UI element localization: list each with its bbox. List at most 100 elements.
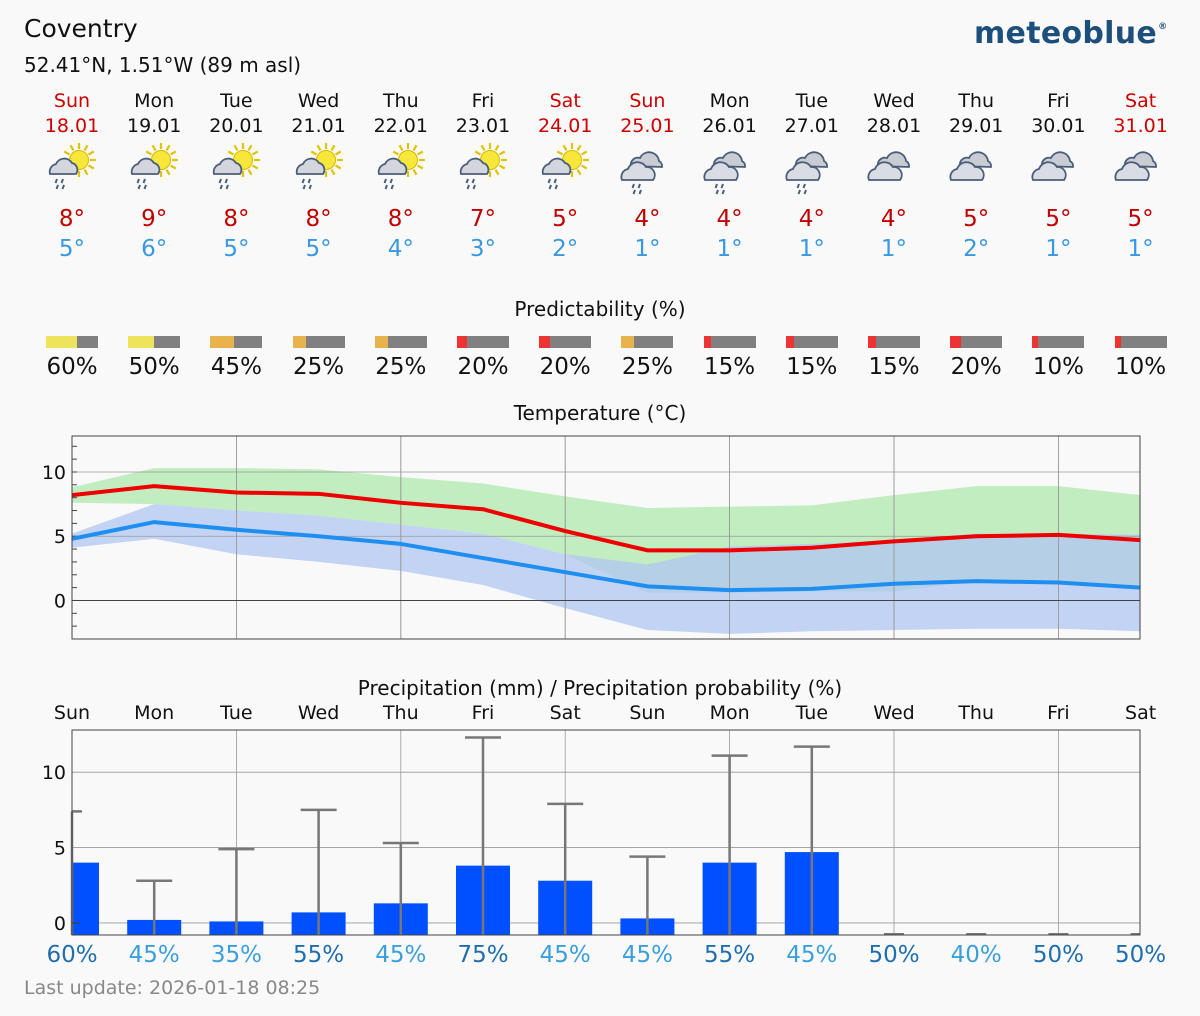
predictability-bar [128, 336, 181, 348]
predictability-title: Predictability (%) [514, 297, 686, 321]
y-tick-label: 5 [54, 526, 66, 548]
precipitation-probability: 55% [704, 942, 756, 968]
predictability-bar [1032, 336, 1085, 348]
sun-cloud-rain-icon [130, 143, 179, 190]
min-temperature: 5° [223, 236, 250, 262]
precipitation-probability: 50% [868, 942, 920, 968]
max-temperature: 5° [963, 206, 990, 232]
cloud-rain-icon [620, 151, 664, 195]
min-temperature: 1° [1127, 236, 1154, 262]
predictability-bar [210, 336, 263, 348]
precipitation-day-label: Thu [382, 702, 419, 724]
sun-cloud-rain-icon [295, 143, 343, 190]
max-temperature: 5° [1045, 206, 1072, 232]
max-temperature: 8° [387, 206, 414, 232]
max-temperature: 4° [880, 206, 908, 232]
day-date: 23.01 [455, 115, 511, 137]
min-temperature: 3° [469, 236, 497, 262]
day-date: 21.01 [291, 115, 346, 137]
temperature-chart: 0 5 10 [42, 435, 1141, 640]
day-date: 18.01 [44, 115, 100, 137]
coordinates: 52.41°N, 1.51°W (89 m asl) [24, 53, 302, 77]
precipitation-day-label: Mon [134, 702, 175, 724]
max-temperature-line [71, 484, 1141, 553]
predictability-value: 50% [128, 354, 180, 380]
plot-frame [71, 729, 1141, 936]
day-name: Wed [873, 90, 915, 112]
predictability-value: 20% [539, 354, 591, 380]
predictability-bar [621, 336, 674, 348]
precipitation-probability: 45% [539, 942, 591, 968]
cloud-rain-icon [703, 151, 746, 195]
predictability-bar-fill [374, 336, 388, 348]
precipitation-day-label: Sat [1125, 702, 1157, 724]
max-temperature: 4° [798, 206, 825, 232]
predictability-bar [950, 336, 1003, 348]
min-temperature: 1° [1045, 236, 1072, 262]
predictability-bar [868, 336, 920, 348]
predictability-bar-fill [1114, 336, 1121, 348]
city-name: Coventry [24, 14, 138, 43]
predictability-bar [539, 336, 592, 348]
predictability-value: 25% [621, 354, 673, 380]
day-date: 22.01 [373, 115, 428, 137]
predictability-bar-fill [292, 336, 306, 348]
min-temperature: 2° [552, 236, 579, 262]
day-date: 30.01 [1031, 115, 1086, 137]
min-temperature: 1° [880, 236, 908, 262]
day-name: Fri [471, 90, 495, 112]
last-update: Last update: 2026-01-18 08:25 [24, 977, 321, 999]
min-temperature: 6° [141, 236, 168, 262]
day-name: Wed [297, 90, 340, 112]
day-date: 31.01 [1113, 115, 1168, 137]
meteoblue-logo[interactable]: meteoblue® [974, 16, 1167, 51]
temperature-title: Temperature (°C) [513, 401, 687, 425]
predictability-bar-fill [539, 336, 550, 348]
day-name: Mon [709, 90, 750, 112]
max-temperature: 4° [634, 206, 661, 232]
day-name: Sat [1125, 90, 1157, 112]
precipitation-day-label: Sat [549, 702, 581, 724]
min-temperature: 2° [963, 236, 990, 262]
day-name: Fri [1047, 90, 1070, 112]
max-temperature: 5° [1127, 206, 1154, 232]
sun-cloud-rain-icon [377, 143, 425, 190]
predictability-bar [457, 336, 509, 348]
precipitation-probability: 60% [46, 942, 98, 968]
y-tick-label: 0 [54, 913, 66, 935]
precipitation-day-label: Tue [795, 702, 829, 724]
predictability-value: 15% [786, 354, 838, 380]
day-date: 27.01 [784, 115, 839, 137]
max-temperature: 5° [552, 206, 579, 232]
predictability-value: 25% [375, 354, 427, 380]
precipitation-probability: 40% [950, 942, 1002, 968]
max-temperature: 8° [58, 206, 86, 232]
predictability-bar-fill [1032, 336, 1039, 348]
precipitation-day-label: Sun [53, 702, 91, 724]
predictability-value: 10% [1115, 354, 1167, 380]
day-name: Thu [958, 90, 995, 112]
min-temperature: 1° [634, 236, 661, 262]
predictability-value: 10% [1032, 354, 1084, 380]
cloud-rain-icon [785, 151, 828, 195]
y-tick-label: 0 [54, 590, 66, 612]
day-name: Thu [382, 90, 419, 112]
sun-cloud-rain-icon [541, 143, 590, 190]
max-temperature: 7° [469, 206, 497, 232]
predictability-bar-fill [703, 336, 712, 348]
predictability-value: 45% [210, 354, 262, 380]
predictability-bar [46, 336, 98, 348]
day-date: 20.01 [209, 115, 264, 137]
min-temperature: 1° [798, 236, 825, 262]
predictability-bar-fill [128, 336, 155, 348]
min-temperature: 5° [305, 236, 332, 262]
precipitation-probability: 50% [1032, 942, 1084, 968]
cloud-icon [1031, 151, 1075, 181]
precipitation-probability: 45% [786, 942, 838, 968]
predictability-bar [703, 336, 756, 348]
sun-cloud-rain-icon [48, 143, 96, 190]
cloud-icon [867, 151, 910, 181]
predictability-bar [785, 336, 838, 348]
precipitation-bar [72, 862, 99, 935]
registered-mark: ® [1158, 22, 1168, 32]
